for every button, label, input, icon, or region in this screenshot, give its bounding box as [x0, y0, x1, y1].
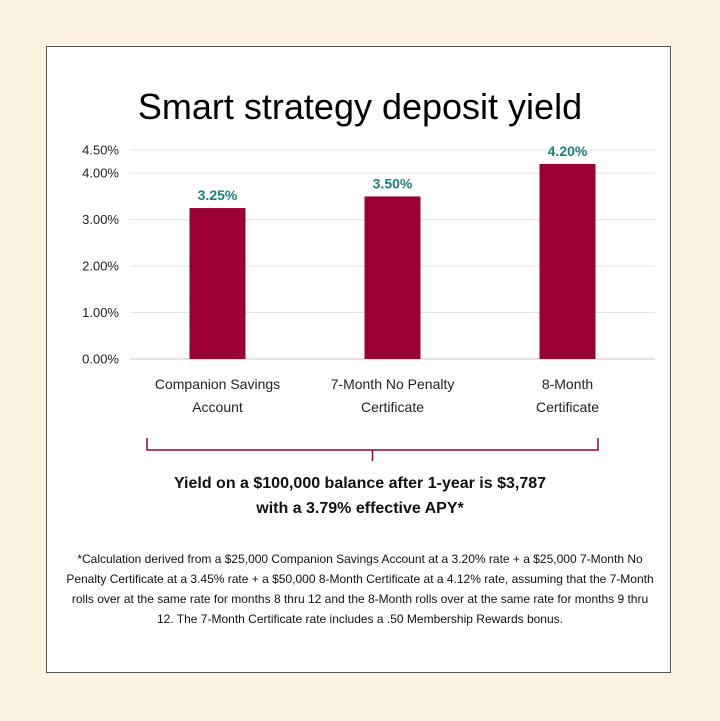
x-tick-label: Certificate — [361, 399, 424, 415]
y-tick-label: 3.00% — [82, 212, 119, 227]
y-tick-label: 2.00% — [82, 259, 119, 274]
x-tick-label: Companion Savings — [155, 376, 280, 392]
data-label: 3.50% — [373, 175, 413, 191]
footnote: *Calculation derived from a $25,000 Comp… — [66, 552, 654, 626]
bar — [539, 163, 596, 359]
data-label: 4.20% — [548, 143, 588, 159]
bracket — [146, 438, 599, 451]
chart-title: Smart strategy deposit yield — [137, 86, 583, 127]
y-tick-label: 1.00% — [82, 305, 119, 320]
x-tick-label: Certificate — [536, 399, 599, 415]
yield-summary: Yield on a $100,000 balance after 1-year… — [100, 471, 620, 521]
x-tick-label: Account — [192, 399, 243, 415]
bar — [364, 196, 421, 359]
bar — [189, 208, 246, 359]
x-tick-label: 8-Month — [542, 376, 593, 392]
data-label: 3.25% — [198, 187, 238, 203]
y-tick-label: 4.50% — [82, 143, 119, 158]
x-tick-label: 7-Month No Penalty — [331, 376, 455, 392]
y-tick-label: 4.00% — [82, 166, 119, 181]
y-tick-label: 0.00% — [82, 352, 119, 367]
yield-summary-line2: with a 3.79% effective APY* — [256, 500, 464, 517]
yield-summary-line1: Yield on a $100,000 balance after 1-year… — [173, 475, 547, 492]
